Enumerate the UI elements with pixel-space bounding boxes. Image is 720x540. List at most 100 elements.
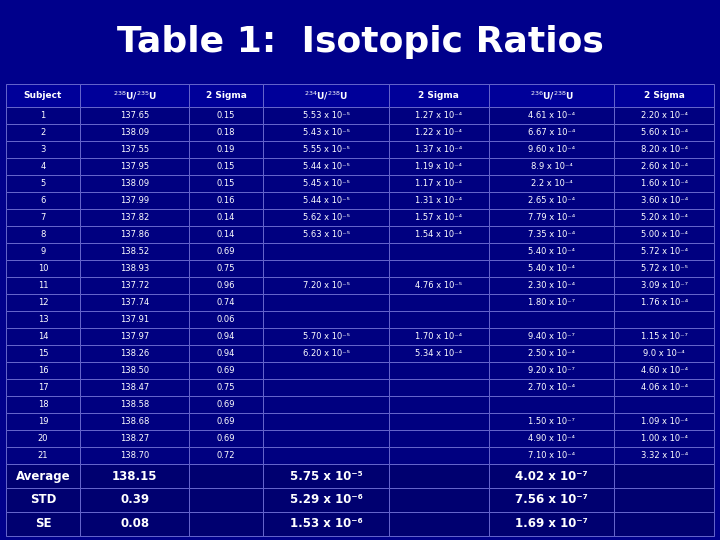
Text: 10: 10 — [37, 265, 48, 273]
Text: 0.69: 0.69 — [217, 366, 235, 375]
Text: Average: Average — [16, 470, 71, 483]
Bar — [389, 512, 489, 536]
Bar — [389, 107, 489, 125]
Bar — [389, 278, 489, 294]
Text: 14: 14 — [37, 333, 48, 341]
Text: 1.50 x 10⁻⁷: 1.50 x 10⁻⁷ — [528, 417, 575, 427]
Text: 138.15: 138.15 — [112, 470, 158, 483]
Bar — [6, 413, 81, 430]
Text: 137.72: 137.72 — [120, 281, 149, 291]
Text: 5.53 x 10⁻⁵: 5.53 x 10⁻⁵ — [302, 111, 350, 120]
Text: Subject: Subject — [24, 91, 62, 100]
Text: 19: 19 — [37, 417, 48, 427]
Text: 3.60 x 10⁻⁴: 3.60 x 10⁻⁴ — [641, 197, 688, 205]
Text: 138.93: 138.93 — [120, 265, 149, 273]
Text: 0.69: 0.69 — [217, 247, 235, 256]
Bar — [614, 396, 714, 413]
Text: 0.14: 0.14 — [217, 213, 235, 222]
Bar — [389, 176, 489, 192]
Text: 4.76 x 10⁻⁵: 4.76 x 10⁻⁵ — [415, 281, 462, 291]
Bar — [6, 430, 81, 447]
Text: 5.29 x 10⁻⁶: 5.29 x 10⁻⁶ — [289, 494, 363, 507]
Bar — [81, 312, 189, 328]
Bar — [81, 84, 189, 107]
Text: 6: 6 — [40, 197, 46, 205]
Text: Table 1:  Isotopic Ratios: Table 1: Isotopic Ratios — [117, 25, 603, 59]
Bar — [614, 312, 714, 328]
Text: 138.52: 138.52 — [120, 247, 149, 256]
Text: 0.72: 0.72 — [217, 451, 235, 460]
Text: 3.09 x 10⁻⁷: 3.09 x 10⁻⁷ — [641, 281, 688, 291]
Bar — [264, 192, 389, 210]
Text: 4.60 x 10⁻⁴: 4.60 x 10⁻⁴ — [641, 366, 688, 375]
Bar — [81, 260, 189, 278]
Bar — [264, 312, 389, 328]
Bar — [81, 192, 189, 210]
Bar — [81, 158, 189, 176]
Text: 0.69: 0.69 — [217, 434, 235, 443]
Bar — [489, 210, 614, 226]
Text: 16: 16 — [37, 366, 48, 375]
Bar — [489, 396, 614, 413]
Bar — [264, 260, 389, 278]
Bar — [264, 328, 389, 346]
Bar — [614, 346, 714, 362]
Text: 2 Sigma: 2 Sigma — [644, 91, 685, 100]
Text: 1.22 x 10⁻⁴: 1.22 x 10⁻⁴ — [415, 129, 462, 138]
Text: 5.34 x 10⁻⁴: 5.34 x 10⁻⁴ — [415, 349, 462, 359]
Bar — [81, 413, 189, 430]
Bar — [614, 141, 714, 158]
Bar — [264, 210, 389, 226]
Text: 7.10 x 10⁻⁴: 7.10 x 10⁻⁴ — [528, 451, 575, 460]
Bar — [489, 362, 614, 380]
Text: 2.70 x 10⁻⁴: 2.70 x 10⁻⁴ — [528, 383, 575, 393]
Text: 0.75: 0.75 — [217, 265, 235, 273]
Bar — [189, 210, 264, 226]
Bar — [189, 328, 264, 346]
Bar — [6, 447, 81, 464]
Text: 8: 8 — [40, 231, 46, 239]
Bar — [264, 346, 389, 362]
Text: 7.56 x 10⁻⁷: 7.56 x 10⁻⁷ — [515, 494, 588, 507]
Text: 5: 5 — [40, 179, 45, 188]
Bar — [81, 210, 189, 226]
Text: 2.2 x 10⁻⁴: 2.2 x 10⁻⁴ — [531, 179, 572, 188]
Bar — [614, 244, 714, 260]
Text: 1.57 x 10⁻⁴: 1.57 x 10⁻⁴ — [415, 213, 462, 222]
Bar — [81, 176, 189, 192]
Bar — [489, 413, 614, 430]
Bar — [489, 260, 614, 278]
Bar — [6, 260, 81, 278]
Bar — [614, 430, 714, 447]
Bar — [489, 226, 614, 244]
Bar — [264, 488, 389, 512]
Text: 1.15 x 10⁻⁷: 1.15 x 10⁻⁷ — [641, 333, 688, 341]
Bar — [189, 278, 264, 294]
Bar — [614, 464, 714, 488]
Text: STD: STD — [30, 494, 56, 507]
Bar — [389, 312, 489, 328]
Bar — [614, 84, 714, 107]
Text: $^{234}$U/$^{238}$U: $^{234}$U/$^{238}$U — [304, 90, 348, 102]
Text: $^{236}$U/$^{238}$U: $^{236}$U/$^{238}$U — [530, 90, 573, 102]
Bar — [189, 430, 264, 447]
Bar — [264, 125, 389, 141]
Text: 138.09: 138.09 — [120, 179, 149, 188]
Text: 0.69: 0.69 — [217, 417, 235, 427]
Bar — [614, 158, 714, 176]
Bar — [189, 447, 264, 464]
Text: 5.44 x 10⁻⁵: 5.44 x 10⁻⁵ — [302, 163, 349, 172]
Text: 9.60 x 10⁻⁴: 9.60 x 10⁻⁴ — [528, 145, 575, 154]
Text: 1.80 x 10⁻⁷: 1.80 x 10⁻⁷ — [528, 299, 575, 307]
Bar — [489, 312, 614, 328]
Text: 1.09 x 10⁻⁴: 1.09 x 10⁻⁴ — [641, 417, 688, 427]
Text: 1.70 x 10⁻⁴: 1.70 x 10⁻⁴ — [415, 333, 462, 341]
Bar — [189, 176, 264, 192]
Bar — [614, 488, 714, 512]
Text: 15: 15 — [37, 349, 48, 359]
Bar — [81, 346, 189, 362]
Text: 1.27 x 10⁻⁴: 1.27 x 10⁻⁴ — [415, 111, 462, 120]
Bar — [189, 260, 264, 278]
Text: 5.00 x 10⁻⁴: 5.00 x 10⁻⁴ — [641, 231, 688, 239]
Text: 137.74: 137.74 — [120, 299, 149, 307]
